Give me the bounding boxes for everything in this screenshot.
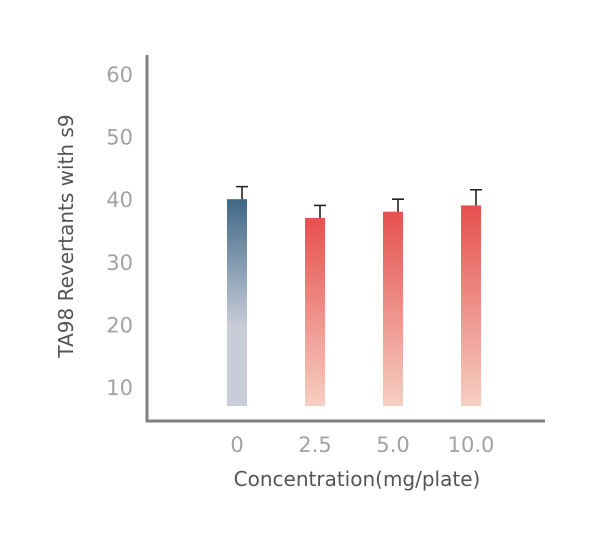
error-bar [392, 198, 404, 212]
y-tick-label: 50 [106, 125, 133, 149]
x-tick-label: 10.0 [448, 433, 495, 457]
y-tick-labels: 10 20 30 40 50 60 [106, 63, 133, 400]
error-bar [470, 188, 482, 206]
y-tick-label: 30 [106, 251, 133, 275]
bars [227, 199, 481, 406]
bar [305, 217, 325, 406]
y-axis-title: TA98 Revertants with s9 [54, 114, 78, 358]
axis-lines [145, 55, 545, 423]
x-axis-title: Concentration(mg/plate) [234, 467, 481, 491]
error-bar [314, 204, 326, 218]
y-tick-label: 20 [106, 314, 133, 338]
error-bar [236, 185, 248, 200]
bar [383, 211, 403, 406]
y-tick-label: 60 [106, 63, 133, 87]
y-tick-label: 40 [106, 188, 133, 212]
x-tick-label: 5.0 [376, 433, 409, 457]
bar [461, 205, 481, 406]
x-tick-labels: 0 2.5 5.0 10.0 [230, 433, 494, 457]
x-tick-label: 0 [230, 433, 243, 457]
error-bars [236, 185, 482, 218]
bar [227, 199, 247, 406]
x-tick-label: 2.5 [298, 433, 331, 457]
y-tick-label: 10 [106, 376, 133, 400]
